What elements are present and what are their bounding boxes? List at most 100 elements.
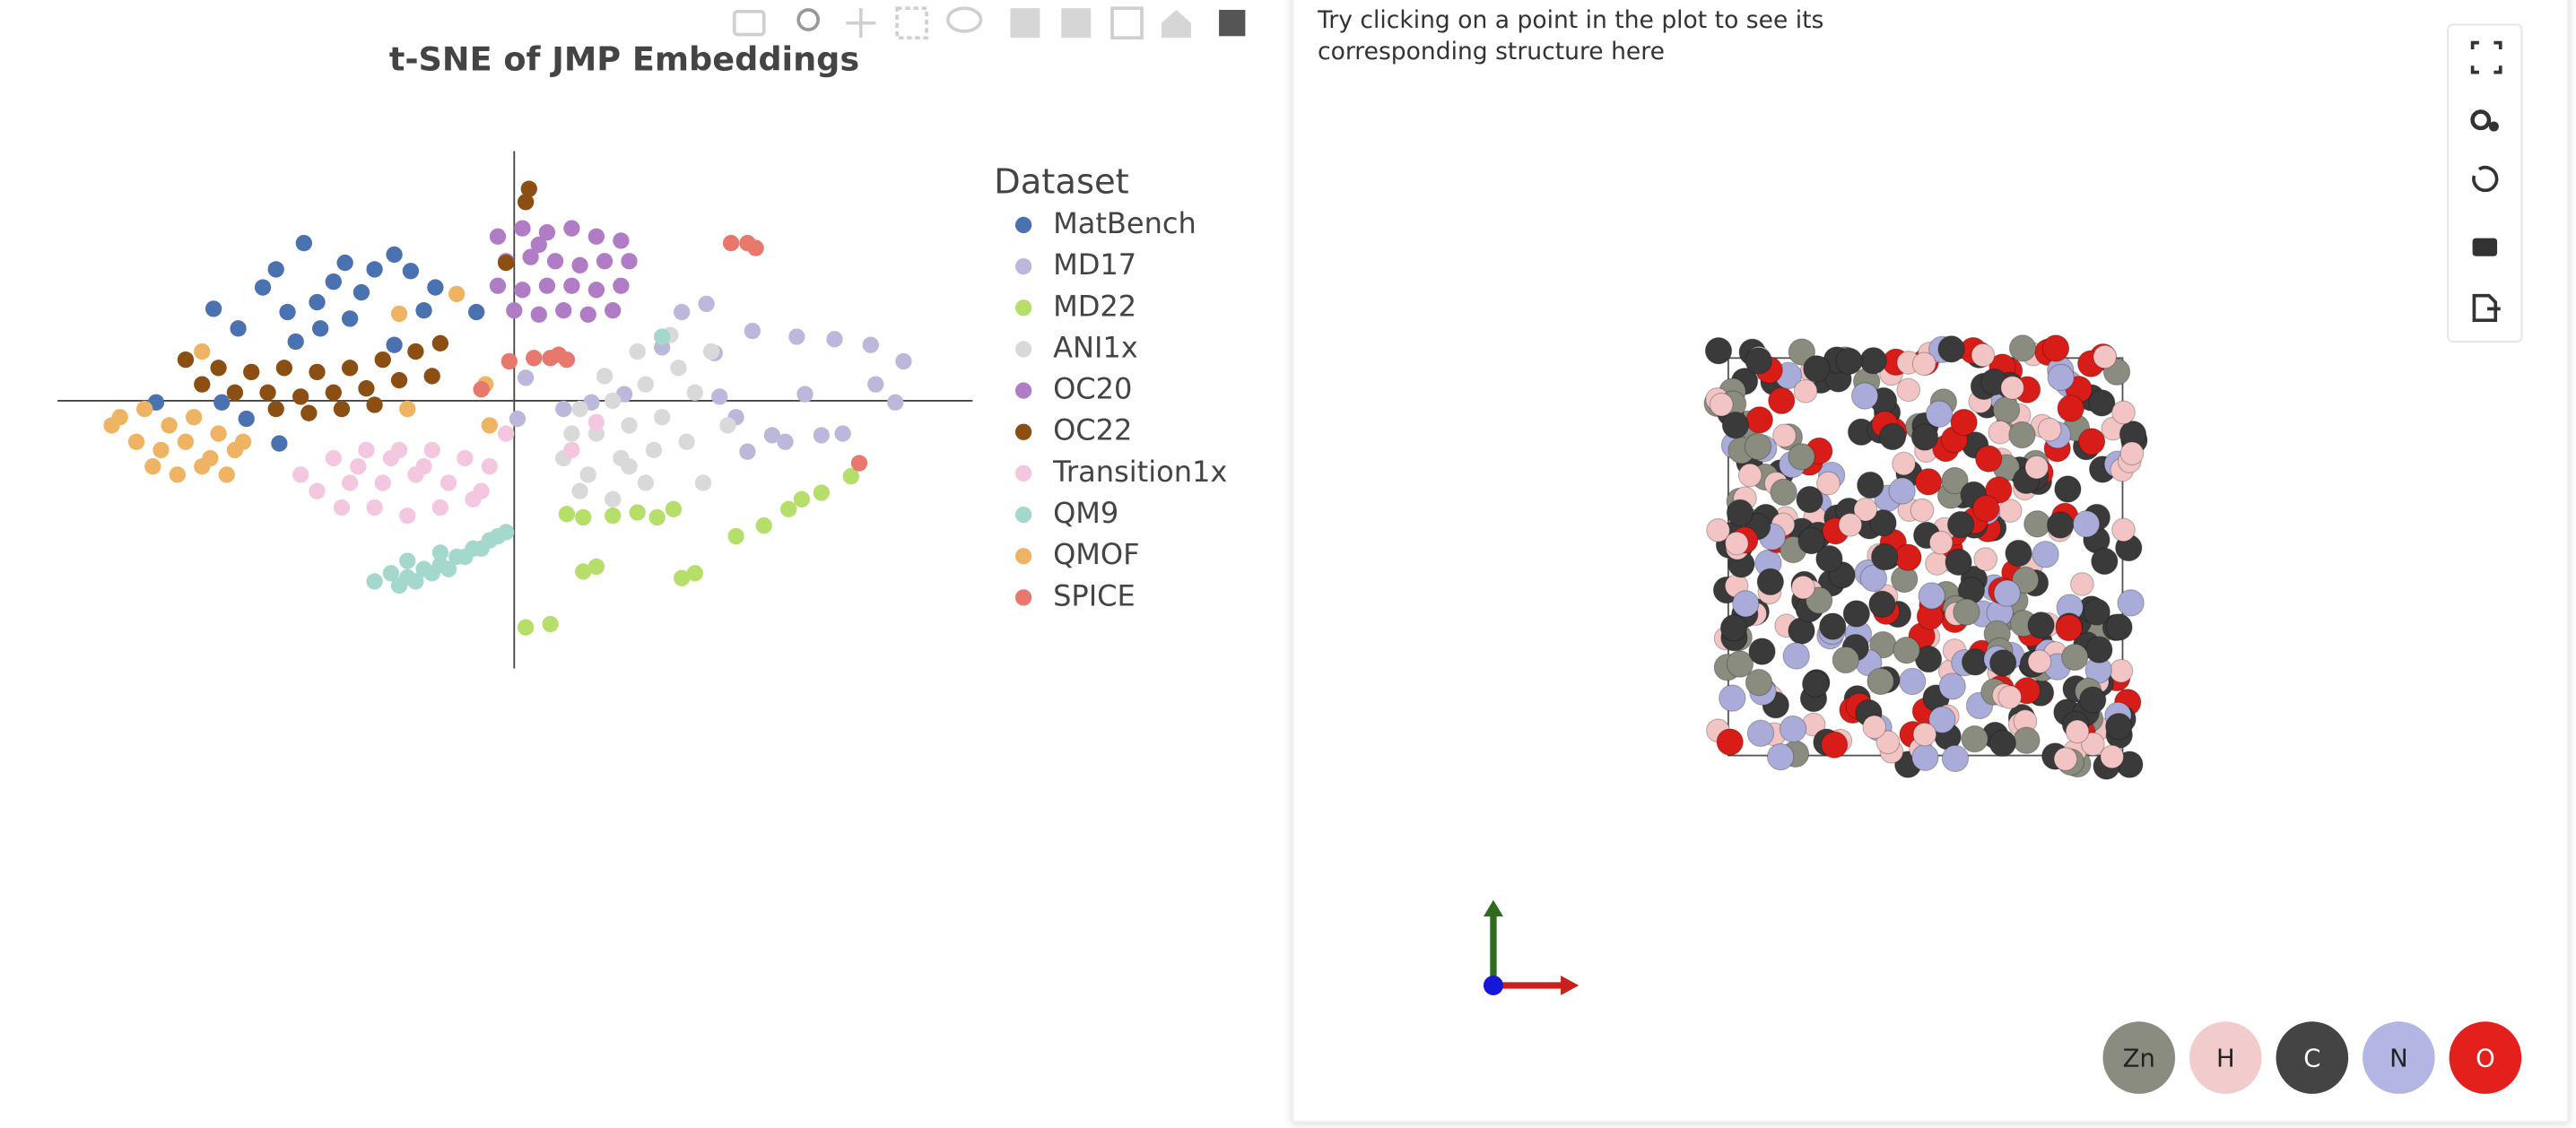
point[interactable] bbox=[473, 540, 490, 557]
point[interactable] bbox=[439, 560, 457, 577]
point[interactable] bbox=[517, 194, 535, 211]
point[interactable] bbox=[309, 482, 326, 499]
lasso-icon[interactable] bbox=[946, 6, 983, 33]
zoom-in-icon[interactable] bbox=[1010, 8, 1040, 39]
point[interactable] bbox=[596, 253, 614, 270]
point[interactable] bbox=[509, 410, 527, 428]
point[interactable] bbox=[267, 400, 284, 418]
point[interactable] bbox=[300, 404, 318, 421]
point[interactable] bbox=[645, 441, 663, 459]
point[interactable] bbox=[341, 360, 359, 377]
point[interactable] bbox=[423, 441, 440, 459]
point[interactable] bbox=[292, 466, 309, 483]
point[interactable] bbox=[194, 343, 211, 360]
point[interactable] bbox=[386, 246, 403, 264]
point[interactable] bbox=[341, 474, 359, 491]
point[interactable] bbox=[287, 333, 304, 351]
point[interactable] bbox=[571, 482, 588, 499]
zoom-out-icon[interactable] bbox=[1061, 8, 1092, 39]
settings-button[interactable] bbox=[2470, 109, 2492, 131]
point[interactable] bbox=[605, 507, 622, 525]
point[interactable] bbox=[226, 384, 244, 401]
point[interactable] bbox=[542, 615, 559, 633]
point[interactable] bbox=[309, 293, 326, 311]
point[interactable] bbox=[555, 302, 572, 319]
point[interactable] bbox=[587, 558, 605, 576]
point[interactable] bbox=[218, 466, 235, 483]
point[interactable] bbox=[637, 376, 654, 393]
point[interactable] bbox=[777, 433, 794, 450]
point[interactable] bbox=[538, 277, 556, 294]
point[interactable] bbox=[526, 350, 543, 367]
element-swatch[interactable] bbox=[2189, 1021, 2262, 1094]
point[interactable] bbox=[558, 506, 576, 523]
point[interactable] bbox=[431, 499, 449, 516]
point[interactable] bbox=[210, 360, 227, 377]
point[interactable] bbox=[358, 380, 375, 397]
point[interactable] bbox=[194, 458, 211, 475]
point[interactable] bbox=[744, 322, 761, 340]
point[interactable] bbox=[279, 303, 296, 321]
point[interactable] bbox=[842, 468, 859, 485]
point[interactable] bbox=[670, 360, 687, 377]
point[interactable] bbox=[673, 569, 691, 586]
point[interactable] bbox=[489, 228, 507, 245]
point[interactable] bbox=[698, 295, 715, 313]
point[interactable] bbox=[427, 279, 444, 296]
point[interactable] bbox=[621, 417, 638, 434]
point[interactable] bbox=[755, 516, 772, 534]
point[interactable] bbox=[629, 343, 646, 360]
point[interactable] bbox=[259, 384, 276, 401]
legend-item[interactable]: SPICE bbox=[1014, 578, 1136, 612]
point[interactable] bbox=[613, 232, 630, 249]
point[interactable] bbox=[205, 300, 222, 317]
point[interactable] bbox=[722, 234, 740, 252]
point[interactable] bbox=[563, 277, 580, 294]
legend-item[interactable]: MatBench bbox=[1014, 206, 1197, 240]
point[interactable] bbox=[605, 490, 622, 508]
point[interactable] bbox=[621, 253, 638, 270]
point[interactable] bbox=[780, 500, 797, 517]
point[interactable] bbox=[489, 277, 507, 294]
point[interactable] bbox=[439, 474, 457, 491]
point[interactable] bbox=[673, 303, 691, 321]
point[interactable] bbox=[629, 504, 646, 521]
point[interactable] bbox=[177, 351, 195, 369]
legend-item[interactable]: MD22 bbox=[1014, 289, 1136, 323]
point[interactable] bbox=[374, 351, 391, 369]
point[interactable] bbox=[563, 441, 580, 459]
point[interactable] bbox=[271, 435, 288, 452]
element-swatch[interactable] bbox=[2102, 1021, 2176, 1094]
pan-icon[interactable] bbox=[846, 8, 876, 39]
point[interactable] bbox=[497, 254, 515, 272]
point[interactable] bbox=[161, 417, 178, 434]
point[interactable] bbox=[457, 449, 474, 467]
point[interactable] bbox=[399, 507, 416, 525]
point[interactable] bbox=[374, 474, 391, 491]
point[interactable] bbox=[177, 433, 195, 450]
point[interactable] bbox=[423, 368, 440, 385]
point[interactable] bbox=[415, 302, 432, 319]
point[interactable] bbox=[292, 388, 309, 405]
point[interactable] bbox=[514, 220, 531, 237]
point[interactable] bbox=[312, 320, 329, 337]
reset-view-button[interactable] bbox=[2472, 165, 2499, 193]
point[interactable] bbox=[538, 224, 556, 241]
legend-item[interactable]: ANI1x bbox=[1014, 330, 1138, 364]
point[interactable] bbox=[517, 369, 535, 386]
element-swatch[interactable] bbox=[2449, 1021, 2522, 1094]
point[interactable] bbox=[358, 441, 375, 459]
point[interactable] bbox=[226, 441, 244, 459]
point[interactable] bbox=[517, 619, 535, 636]
point[interactable] bbox=[457, 548, 474, 566]
point[interactable] bbox=[336, 254, 353, 272]
point[interactable] bbox=[895, 352, 912, 370]
point[interactable] bbox=[579, 466, 596, 483]
point[interactable] bbox=[407, 573, 424, 590]
point[interactable] bbox=[473, 380, 490, 398]
point[interactable] bbox=[350, 458, 367, 475]
point[interactable] bbox=[103, 417, 120, 434]
point[interactable] bbox=[850, 455, 868, 472]
point[interactable] bbox=[678, 433, 695, 450]
point[interactable] bbox=[530, 306, 547, 323]
